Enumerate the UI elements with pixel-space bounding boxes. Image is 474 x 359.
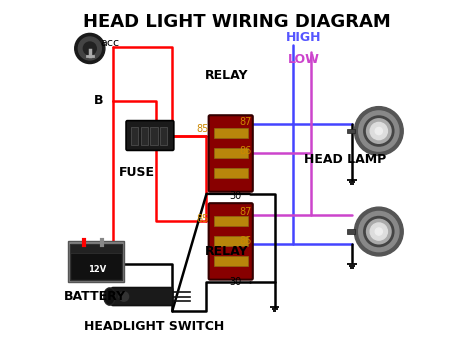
Text: HEAD LIGHT WIRING DIAGRAM: HEAD LIGHT WIRING DIAGRAM [83, 13, 391, 31]
Text: 85: 85 [197, 214, 209, 224]
Bar [160, 127, 167, 145]
Bar [214, 236, 248, 246]
Text: 87: 87 [240, 117, 252, 127]
Text: 30: 30 [229, 191, 241, 201]
Bar [347, 129, 355, 133]
Circle shape [78, 37, 101, 60]
Bar [70, 244, 122, 253]
Text: RELAY: RELAY [204, 69, 248, 82]
Text: BATTERY: BATTERY [64, 290, 126, 303]
Text: LOW: LOW [287, 53, 319, 66]
Circle shape [375, 127, 383, 135]
Circle shape [365, 217, 393, 246]
Text: B: B [94, 94, 103, 107]
Circle shape [119, 292, 128, 301]
Bar [131, 127, 138, 145]
Bar [214, 128, 248, 138]
FancyBboxPatch shape [209, 203, 253, 280]
Text: acc: acc [100, 38, 119, 48]
Text: HEAD LAMP: HEAD LAMP [303, 153, 386, 166]
Text: 86: 86 [240, 146, 252, 156]
Text: 86: 86 [240, 236, 252, 246]
FancyBboxPatch shape [111, 288, 173, 306]
Circle shape [370, 223, 387, 240]
Text: 30: 30 [229, 277, 241, 287]
Text: 87: 87 [240, 207, 252, 217]
Circle shape [375, 228, 383, 235]
Bar [214, 168, 248, 178]
Bar [214, 216, 248, 226]
Circle shape [355, 107, 403, 155]
Bar [68, 241, 124, 282]
Circle shape [359, 111, 399, 151]
Bar [70, 244, 122, 280]
Bar [347, 229, 355, 234]
Circle shape [83, 42, 96, 55]
Circle shape [359, 211, 399, 252]
Text: RELAY: RELAY [204, 245, 248, 258]
Text: 85: 85 [197, 124, 209, 134]
Text: HEADLIGHT SWITCH: HEADLIGHT SWITCH [84, 320, 225, 333]
FancyBboxPatch shape [126, 121, 174, 150]
Text: FUSE: FUSE [118, 166, 155, 179]
Circle shape [355, 207, 403, 256]
Text: HIGH: HIGH [286, 31, 321, 44]
Ellipse shape [104, 288, 115, 305]
Text: 12V: 12V [88, 265, 106, 274]
Bar [150, 127, 158, 145]
Circle shape [370, 122, 387, 140]
FancyBboxPatch shape [209, 115, 253, 192]
Circle shape [365, 117, 393, 145]
Bar [214, 148, 248, 158]
Bar [141, 127, 148, 145]
Bar [214, 256, 248, 266]
Circle shape [75, 33, 105, 64]
